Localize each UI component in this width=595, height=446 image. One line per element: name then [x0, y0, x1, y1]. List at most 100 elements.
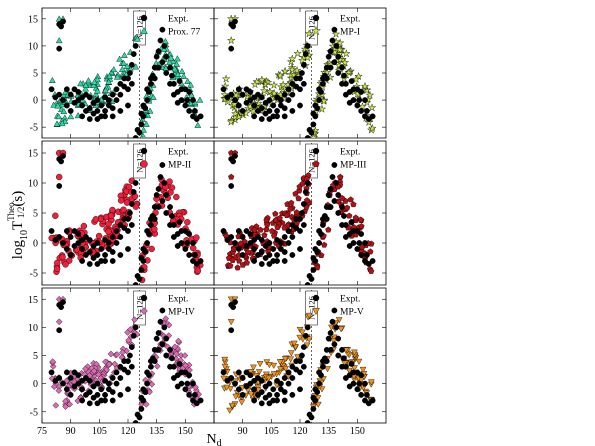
legend-expt-marker [312, 294, 320, 302]
expt-point [94, 252, 101, 258]
magic-label: N=126 [306, 296, 316, 320]
theory-point [66, 400, 73, 408]
theory-point [305, 336, 313, 343]
expt-point [356, 240, 363, 246]
theory-point [270, 362, 278, 369]
expt-point [102, 237, 108, 243]
expt-point [230, 158, 237, 165]
expt-point [52, 237, 59, 243]
expt-point [293, 225, 300, 231]
theory-point [95, 232, 103, 240]
expt-point [94, 400, 101, 407]
theory-point [54, 102, 62, 109]
expt-point [354, 228, 361, 234]
expt-point [293, 216, 300, 222]
theory-point [62, 261, 69, 268]
y-tick-label: 0 [33, 96, 38, 107]
expt-point [251, 102, 258, 109]
expt-point [102, 252, 108, 258]
expt-point [75, 231, 82, 237]
expt-point [128, 61, 135, 68]
theory-point [324, 366, 331, 373]
legend-expt-label: Expt. [340, 148, 360, 158]
theory-point [107, 212, 115, 219]
theory-point [140, 126, 147, 133]
expt-point [128, 222, 135, 228]
expt-point [339, 346, 345, 353]
expt-point [83, 252, 89, 258]
expt-point [117, 91, 124, 98]
y-tick-label: 0 [33, 239, 38, 250]
theory-point [52, 212, 59, 219]
expt-point [144, 228, 151, 234]
expt-point [190, 240, 196, 246]
theory-point [116, 55, 123, 62]
expt-point [316, 240, 323, 246]
expt-point [335, 192, 342, 198]
expt-point [356, 97, 363, 103]
legend-expt-label: Expt. [340, 15, 360, 25]
expt-point [258, 116, 265, 122]
expt-point [98, 386, 105, 393]
expt-point [369, 397, 376, 404]
expt-point [285, 86, 292, 93]
expt-point [90, 255, 97, 261]
theory-point [173, 350, 180, 358]
expt-point [144, 240, 151, 246]
theory-point [108, 69, 115, 76]
expt-point [274, 108, 280, 114]
expt-point [197, 397, 204, 404]
expt-point [161, 324, 168, 331]
expt-point [128, 363, 135, 370]
panel-middle-left: -5 0 5 10 15 N=126 Expt. MP-II [28, 140, 215, 286]
expt-point [125, 228, 131, 234]
theory-point [227, 262, 234, 269]
expt-point [159, 59, 166, 66]
expt-point [329, 174, 336, 180]
y-tick-label: 5 [33, 209, 38, 220]
theory-point [344, 204, 351, 211]
theory-point [50, 383, 58, 390]
expt-point [63, 102, 70, 109]
theory-point [298, 329, 306, 336]
expt-point [274, 391, 280, 398]
theory-point [272, 210, 279, 217]
expt-point [159, 162, 166, 168]
expt-point [224, 237, 231, 243]
expt-point [304, 180, 311, 186]
expt-point [79, 397, 86, 404]
theory-point [321, 241, 328, 248]
expt-point [258, 389, 265, 395]
expt-point [86, 105, 93, 112]
theory-point [187, 81, 195, 88]
expt-point [262, 255, 269, 261]
x-tick-label: 105 [264, 426, 279, 437]
theory-point [91, 78, 98, 85]
expt-point [125, 86, 131, 93]
expt-point [358, 89, 365, 95]
expt-point [186, 372, 193, 379]
expt-point [350, 97, 357, 103]
expt-point [151, 358, 158, 365]
theory-point [49, 358, 56, 365]
expt-point [289, 252, 296, 258]
expt-point [109, 113, 116, 120]
expt-point [159, 198, 166, 204]
expt-series [220, 153, 376, 285]
theory-point [120, 59, 128, 66]
expt-point [235, 386, 242, 393]
expt-point [98, 246, 105, 252]
expt-point [174, 243, 181, 249]
theory-point [82, 365, 89, 373]
theory-point [105, 78, 112, 85]
expt-point [339, 222, 345, 228]
expt-point [132, 420, 139, 423]
expt-point [232, 240, 238, 246]
expt-point [130, 332, 137, 339]
theory-point [182, 362, 189, 369]
expt-point [159, 341, 166, 348]
expt-point [310, 110, 317, 117]
theory-point [230, 99, 239, 108]
expt-point [56, 327, 63, 334]
expt-point [56, 91, 63, 98]
